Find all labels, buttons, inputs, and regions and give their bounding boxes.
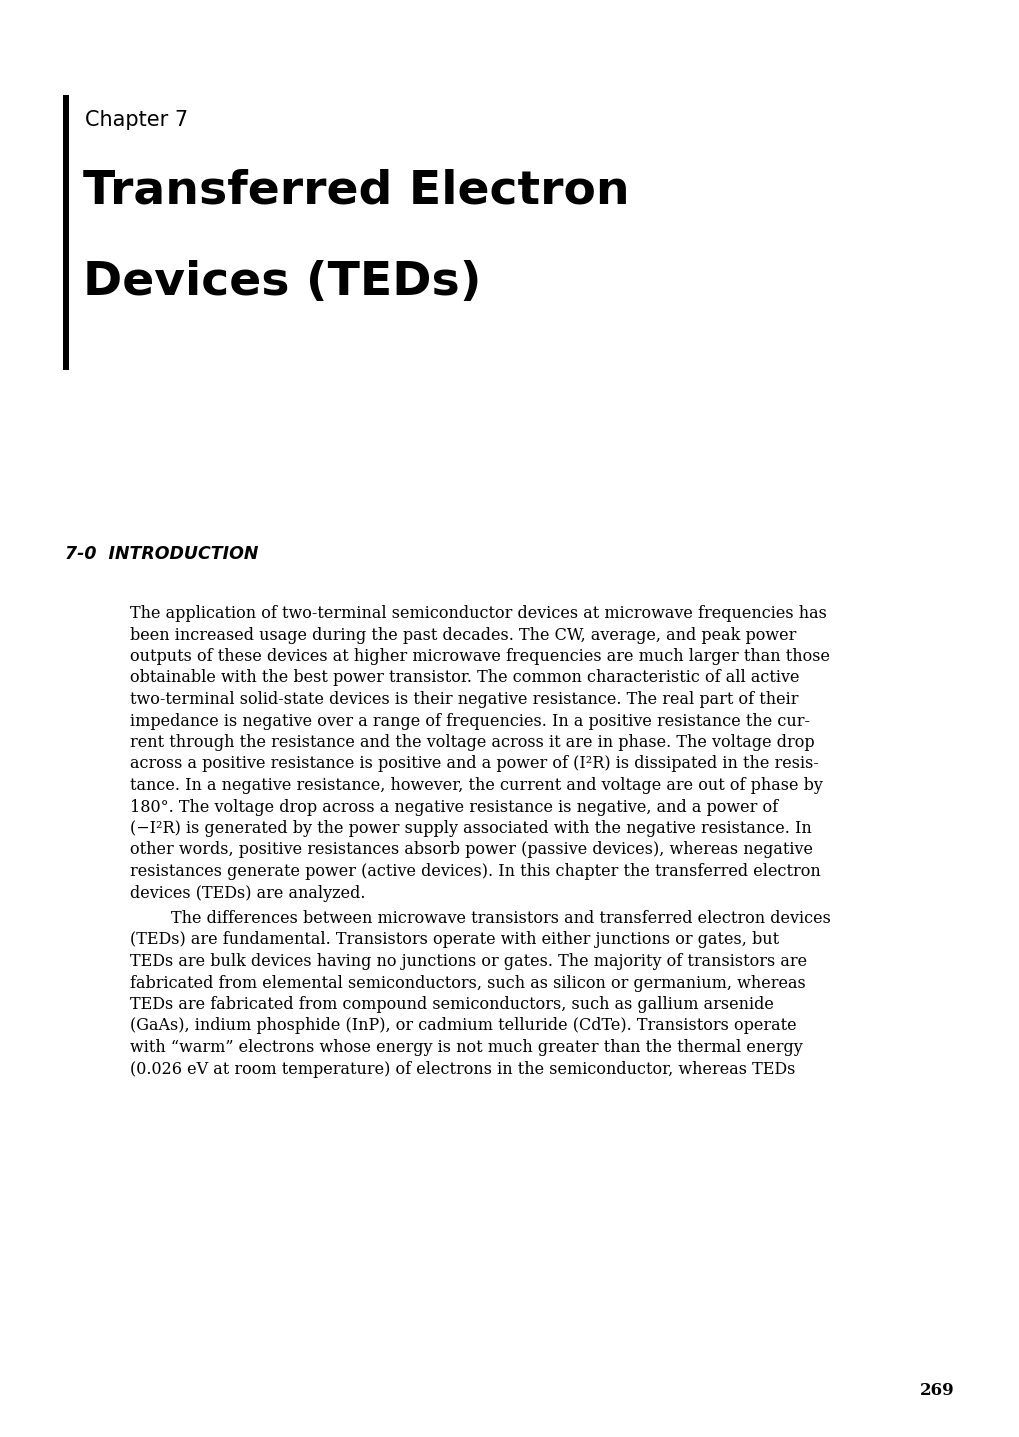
Text: across a positive resistance is positive and a power of (I²R) is dissipated in t: across a positive resistance is positive… [129, 756, 818, 773]
Text: with “warm” electrons whose energy is not much greater than the thermal energy: with “warm” electrons whose energy is no… [129, 1039, 802, 1056]
Text: Chapter 7: Chapter 7 [85, 111, 187, 129]
Text: The differences between microwave transistors and transferred electron devices: The differences between microwave transi… [129, 910, 830, 927]
Bar [63, 95, 69, 369]
Text: devices (TEDs) are analyzed.: devices (TEDs) are analyzed. [129, 885, 365, 901]
Text: 180°. The voltage drop across a negative resistance is negative, and a power of: 180°. The voltage drop across a negative… [129, 799, 777, 816]
Text: impedance is negative over a range of frequencies. In a positive resistance the : impedance is negative over a range of fr… [129, 713, 809, 730]
Text: (−I²R) is generated by the power supply associated with the negative resistance.: (−I²R) is generated by the power supply … [129, 821, 811, 836]
Text: two-terminal solid-state devices is their negative resistance. The real part of : two-terminal solid-state devices is thei… [129, 691, 798, 708]
Text: TEDs are bulk devices having no junctions or gates. The majority of transistors : TEDs are bulk devices having no junction… [129, 953, 806, 970]
Text: rent through the resistance and the voltage across it are in phase. The voltage : rent through the resistance and the volt… [129, 734, 814, 752]
Text: obtainable with the best power transistor. The common characteristic of all acti: obtainable with the best power transisto… [129, 670, 799, 687]
Text: resistances generate power (active devices). In this chapter the transferred ele: resistances generate power (active devic… [129, 864, 820, 879]
Text: (GaAs), indium phosphide (InP), or cadmium telluride (CdTe). Transistors operate: (GaAs), indium phosphide (InP), or cadmi… [129, 1017, 796, 1035]
Text: The application of two-terminal semiconductor devices at microwave frequencies h: The application of two-terminal semicond… [129, 605, 826, 622]
Text: Transferred Electron: Transferred Electron [83, 168, 629, 213]
Text: 269: 269 [919, 1382, 954, 1400]
Text: tance. In a negative resistance, however, the current and voltage are out of pha: tance. In a negative resistance, however… [129, 777, 822, 795]
Text: other words, positive resistances absorb power (passive devices), whereas negati: other words, positive resistances absorb… [129, 842, 812, 858]
Text: 7-0  INTRODUCTION: 7-0 INTRODUCTION [65, 545, 258, 563]
Text: Devices (TEDs): Devices (TEDs) [83, 260, 481, 305]
Text: been increased usage during the past decades. The CW, average, and peak power: been increased usage during the past dec… [129, 627, 796, 644]
Text: outputs of these devices at higher microwave frequencies are much larger than th: outputs of these devices at higher micro… [129, 648, 829, 665]
Text: (TEDs) are fundamental. Transistors operate with either junctions or gates, but: (TEDs) are fundamental. Transistors oper… [129, 931, 779, 948]
Text: fabricated from elemental semiconductors, such as silicon or germanium, whereas: fabricated from elemental semiconductors… [129, 974, 805, 992]
Text: TEDs are fabricated from compound semiconductors, such as gallium arsenide: TEDs are fabricated from compound semico… [129, 996, 773, 1013]
Text: (0.026 eV at room temperature) of electrons in the semiconductor, whereas TEDs: (0.026 eV at room temperature) of electr… [129, 1061, 795, 1078]
